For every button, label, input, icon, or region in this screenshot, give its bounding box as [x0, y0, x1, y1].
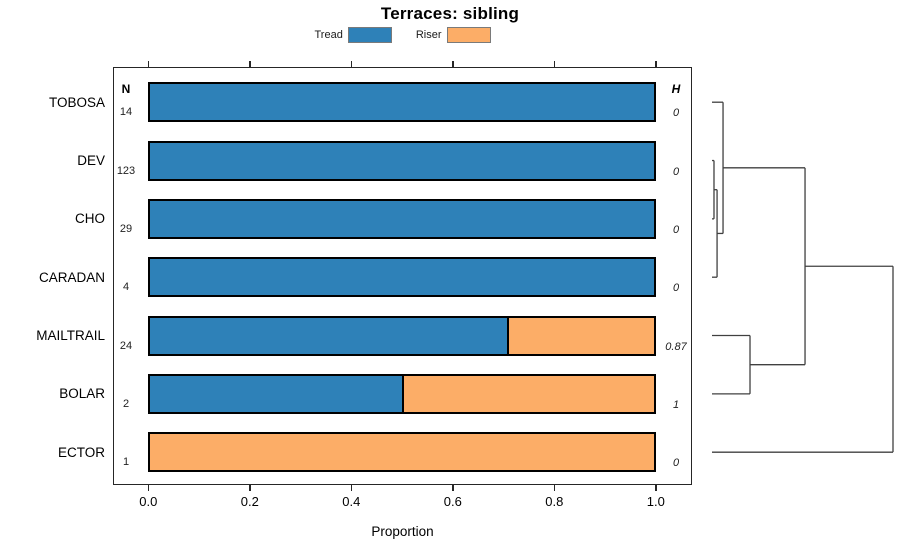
n-value: 123: [116, 164, 136, 177]
h-value: 0: [672, 457, 680, 470]
h-value: 0: [672, 223, 680, 236]
n-value: 24: [119, 339, 133, 352]
x-tick-bottom: [553, 485, 556, 491]
x-tick-label: 0.8: [545, 494, 564, 509]
h-value: 1: [672, 398, 680, 411]
n-value: 4: [122, 281, 130, 294]
category-label: MAILTRAIL: [36, 328, 105, 344]
x-tick-top: [350, 61, 353, 67]
plot-box: [113, 67, 692, 485]
x-tick-top: [553, 61, 556, 67]
category-label: DEV: [77, 153, 105, 169]
bar-row: [148, 140, 656, 181]
x-tick-top: [655, 61, 657, 67]
x-tick-label: 1.0: [646, 494, 665, 509]
category-label: ECTOR: [57, 444, 105, 460]
bar-segment-tread: [150, 84, 654, 121]
bar-segment-tread: [150, 317, 507, 354]
x-axis-title: Proportion: [371, 524, 434, 539]
h-column-header: H: [671, 82, 681, 96]
legend-label-tread: Tread: [314, 29, 343, 41]
n-value: 2: [122, 397, 130, 410]
legend: Tread Riser: [113, 25, 692, 45]
category-label: TOBOSA: [48, 94, 105, 110]
h-value: 0.87: [665, 340, 687, 353]
chart-title: Terraces: sibling: [380, 4, 520, 23]
bar-row: [148, 432, 656, 473]
x-tick-top: [147, 61, 150, 67]
x-tick-top: [452, 61, 454, 67]
h-value: 0: [672, 165, 680, 178]
legend-label-riser: Riser: [415, 29, 442, 41]
x-tick-label: 0.2: [240, 494, 259, 509]
x-tick-bottom: [350, 485, 353, 491]
legend-swatch-tread: [347, 27, 392, 43]
category-label: CHO: [75, 211, 105, 227]
bar-row: [148, 315, 656, 356]
bar-row: [148, 198, 656, 239]
bar-row: [148, 373, 656, 414]
h-value: 0: [672, 107, 680, 120]
bar-segment-riser: [402, 375, 654, 412]
bar-row: [148, 257, 656, 298]
bar-segment-tread: [150, 142, 654, 179]
n-value: 1: [122, 456, 130, 469]
category-label: CARADAN: [38, 269, 105, 285]
n-value: 14: [119, 106, 133, 119]
bar-segment-tread: [150, 200, 654, 237]
bar-segment-riser: [506, 317, 654, 354]
bar-segment-tread: [150, 375, 403, 412]
legend-swatch-riser: [446, 27, 491, 43]
x-tick-bottom: [249, 485, 251, 491]
category-label: BOLAR: [59, 386, 105, 402]
bar-row: [148, 82, 656, 123]
x-tick-bottom: [452, 485, 454, 491]
h-value: 0: [672, 282, 680, 295]
bar-segment-riser: [150, 434, 654, 471]
n-value: 29: [119, 222, 133, 235]
x-tick-bottom: [655, 485, 657, 491]
x-tick-label: 0.4: [342, 494, 361, 509]
x-tick-top: [249, 61, 251, 67]
x-tick-label: 0.6: [443, 494, 462, 509]
n-column-header: N: [121, 82, 131, 96]
x-tick-label: 0.0: [139, 494, 158, 509]
x-tick-bottom: [147, 485, 150, 491]
bar-segment-tread: [150, 259, 654, 296]
